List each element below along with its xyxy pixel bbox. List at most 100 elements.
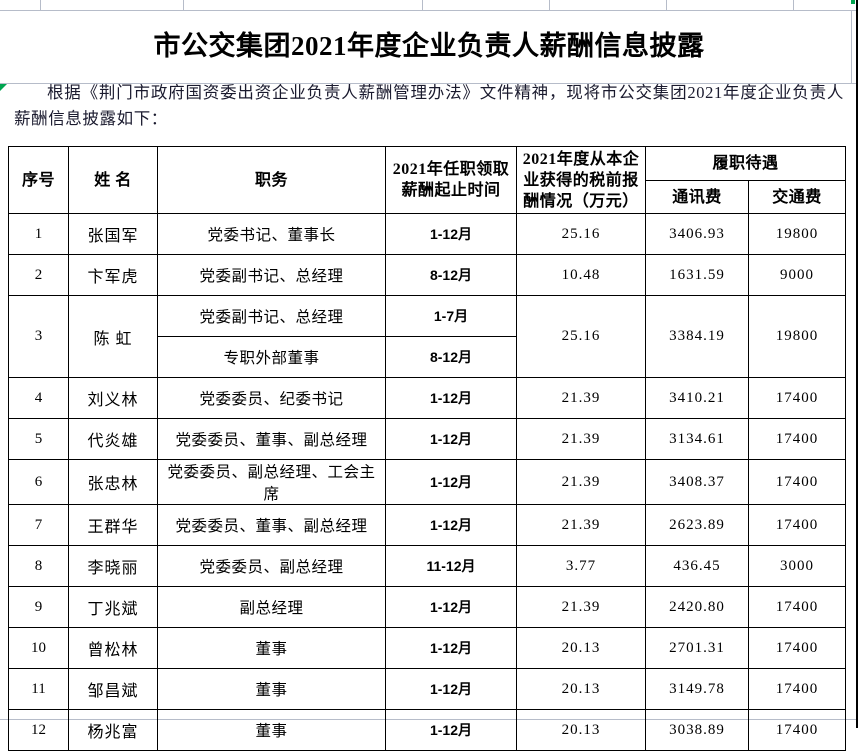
col-header-pretax: 2021年度从本企业获得的税前报酬情况（万元） <box>516 146 646 214</box>
cell-post: 董事 <box>157 668 386 710</box>
cell-transport-fee: 17400 <box>747 418 847 460</box>
cell-transport-fee: 17400 <box>747 586 847 628</box>
cell-name: 杨兆富 <box>68 709 158 751</box>
cell-comm-fee: 436.45 <box>645 545 749 587</box>
table-row: 专职外部董事 8-12月 <box>9 336 846 378</box>
cell-name: 代炎雄 <box>68 418 158 460</box>
cell-comm-fee: 3384.19 <box>645 295 749 378</box>
table-row: 9 丁兆斌 副总经理 1-12月 21.39 2420.80 17400 <box>8 586 847 628</box>
cell-pretax: 20.13 <box>516 627 646 669</box>
cell-post: 党委委员、纪委书记 <box>157 377 386 419</box>
page-title: 市公交集团2021年度企业负责人薪酬信息披露 <box>153 31 705 61</box>
col-header-index: 序号 <box>8 146 69 214</box>
cell-index: 4 <box>8 377 69 419</box>
salary-disclosure-table: 序号 姓 名 职务 2021年任职领取薪酬起止时间 2021年度从本企业获得的税… <box>8 146 847 751</box>
cell-period: 1-12月 <box>385 504 517 546</box>
cell-comm-fee: 3406.93 <box>645 213 749 255</box>
cell-name: 卞军虎 <box>68 254 158 296</box>
cell-transport-fee: 17400 <box>747 627 847 669</box>
table-row: 10 曾松林 董事 1-12月 20.13 2701.31 17400 <box>8 627 847 669</box>
intro-paragraph: 根据《荆门市政府国资委出资企业负责人薪酬管理办法》文件精神，现将市公交集团202… <box>14 83 844 128</box>
cell-post: 党委副书记、总经理 <box>157 254 386 296</box>
sheet-right-border <box>856 0 858 728</box>
cell-index: 11 <box>8 668 69 710</box>
col-header-post: 职务 <box>157 146 386 214</box>
cell-name: 张国军 <box>68 213 158 255</box>
cell-pretax: 20.13 <box>516 668 646 710</box>
cell-index: 7 <box>8 504 69 546</box>
selection-marker-icon <box>0 84 7 91</box>
col-header-period: 2021年任职领取薪酬起止时间 <box>385 146 517 214</box>
table-row: 7 王群华 党委委员、董事、副总经理 1-12月 21.39 2623.89 17400 <box>8 504 847 546</box>
cell-transport-fee: 17400 <box>747 459 847 505</box>
cell-period: 1-12月 <box>385 418 517 460</box>
cell-post: 专职外部董事 <box>157 336 386 378</box>
cell-comm-fee: 3038.89 <box>645 709 749 751</box>
cell-post: 副总经理 <box>157 586 386 628</box>
cell-index: 5 <box>8 418 69 460</box>
cell-period: 1-12月 <box>385 709 517 751</box>
cell-pretax: 3.77 <box>516 545 646 587</box>
table-row: 2 卞军虎 党委副书记、总经理 8-12月 10.48 1631.59 9000 <box>8 254 847 296</box>
cell-name: 刘义林 <box>68 377 158 419</box>
cell-name: 曾松林 <box>68 627 158 669</box>
cell-name: 王群华 <box>68 504 158 546</box>
cell-comm-fee: 2623.89 <box>645 504 749 546</box>
cell-period: 1-12月 <box>385 627 517 669</box>
cell-post: 党委书记、董事长 <box>157 213 386 255</box>
cell-period: 1-12月 <box>385 377 517 419</box>
cell-index: 8 <box>8 545 69 587</box>
cell-name: 李晓丽 <box>68 545 158 587</box>
selection-marker-right-icon <box>851 0 855 4</box>
cell-index: 3 <box>8 295 69 378</box>
cell-transport-fee: 17400 <box>747 377 847 419</box>
col-header-benefits-group: 履职待遇 <box>644 146 847 181</box>
cell-pretax: 21.39 <box>516 459 646 505</box>
table-body: 1 张国军 党委书记、董事长 1-12月 25.16 3406.93 19800 2 卞军虎 党委… <box>8 213 847 751</box>
cell-period: 11-12月 <box>385 545 517 587</box>
cell-name: 邹昌斌 <box>68 668 158 710</box>
cell-comm-fee: 2701.31 <box>645 627 749 669</box>
cell-comm-fee: 3408.37 <box>645 459 749 505</box>
cell-post: 党委委员、副总经理 <box>157 545 386 587</box>
cell-post: 党委委员、副总经理、工会主席 <box>157 459 386 505</box>
cell-pretax: 21.39 <box>516 418 646 460</box>
cell-period: 1-12月 <box>385 213 517 255</box>
cell-period: 1-12月 <box>385 586 517 628</box>
cell-transport-fee: 9000 <box>747 254 847 296</box>
cell-post: 党委委员、董事、副总经理 <box>157 418 386 460</box>
col-header-comm-fee: 通讯费 <box>645 180 749 214</box>
cell-post: 党委委员、董事、副总经理 <box>157 504 386 546</box>
table-row: 6 张忠林 党委委员、副总经理、工会主席 1-12月 21.39 3408.37 17400 <box>8 459 847 505</box>
cell-period: 1-12月 <box>385 668 517 710</box>
cell-comm-fee: 3149.78 <box>645 668 749 710</box>
cell-transport-fee: 17400 <box>747 504 847 546</box>
cell-post: 董事 <box>157 709 386 751</box>
table-row: 1 张国军 党委书记、董事长 1-12月 25.16 3406.93 19800 <box>8 213 847 255</box>
cell-transport-fee: 17400 <box>747 668 847 710</box>
cell-transport-fee: 19800 <box>747 295 847 378</box>
cell-comm-fee: 3134.61 <box>645 418 749 460</box>
cell-pretax: 25.16 <box>516 295 646 378</box>
table-row: 12 杨兆富 董事 1-12月 20.13 3038.89 17400 <box>8 709 847 751</box>
cell-comm-fee: 3410.21 <box>645 377 749 419</box>
cell-index: 10 <box>8 627 69 669</box>
cell-period: 8-12月 <box>385 336 517 378</box>
cell-name: 丁兆斌 <box>68 586 158 628</box>
table-header: 序号 姓 名 职务 2021年任职领取薪酬起止时间 2021年度从本企业获得的税… <box>8 146 847 214</box>
table-row: 11 邹昌斌 董事 1-12月 20.13 3149.78 17400 <box>8 668 847 710</box>
cell-pretax: 10.48 <box>516 254 646 296</box>
cell-index: 1 <box>8 213 69 255</box>
cell-period: 1-7月 <box>385 295 517 337</box>
cell-transport-fee: 17400 <box>747 709 847 751</box>
col-header-name: 姓 名 <box>68 146 158 214</box>
cell-transport-fee: 19800 <box>747 213 847 255</box>
cell-post: 党委副书记、总经理 <box>157 295 386 337</box>
cell-pretax: 20.13 <box>516 709 646 751</box>
col-header-transport-fee: 交通费 <box>747 180 847 214</box>
cell-index: 12 <box>8 709 69 751</box>
cell-transport-fee: 3000 <box>747 545 847 587</box>
cell-pretax: 21.39 <box>516 586 646 628</box>
